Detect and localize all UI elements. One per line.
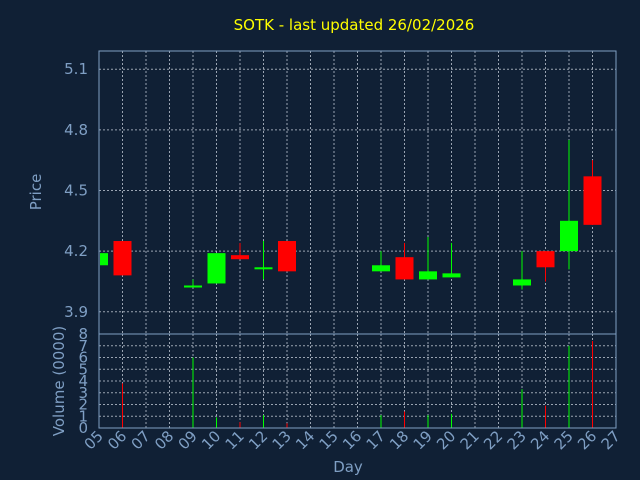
candle-body (254, 267, 273, 270)
volume-tick-label: 5 (78, 360, 88, 378)
volume-tick-label: 2 (78, 396, 88, 414)
x-tick-label: 16 (339, 427, 365, 453)
volume-tick-label: 3 (78, 384, 88, 402)
x-axis-label: Day (333, 458, 363, 476)
x-tick-label: 07 (128, 427, 154, 453)
volume-tick-label: 6 (78, 349, 88, 367)
x-tick-label: 27 (598, 427, 624, 453)
x-tick-label: 20 (433, 427, 459, 453)
x-tick-label: 19 (410, 427, 436, 453)
candle-body (536, 251, 555, 268)
x-tick-label: 12 (245, 427, 271, 453)
candle-body (278, 241, 296, 272)
chart-title: SOTK - last updated 26/02/2026 (234, 16, 475, 34)
x-tick-label: 06 (104, 427, 130, 453)
x-tick-label: 11 (222, 427, 248, 453)
x-tick-label: 15 (316, 427, 342, 453)
price-candles (98, 139, 602, 290)
candle-body (231, 255, 249, 260)
price-axis-label: Price (27, 174, 45, 211)
candle-body (560, 220, 578, 252)
x-tick-label: 24 (527, 427, 553, 453)
x-tick-label: 08 (151, 427, 177, 453)
candle-body (442, 273, 461, 278)
candle-body (113, 241, 132, 276)
x-tick-label: 14 (292, 427, 318, 453)
volume-tick-label: 7 (78, 337, 88, 355)
x-tick-label: 23 (504, 427, 530, 453)
x-tick-label: 13 (269, 427, 295, 453)
x-tick-label: 09 (175, 427, 201, 453)
price-tick-label: 4.8 (64, 121, 88, 139)
candle-body (100, 253, 108, 266)
volume-gridlines (98, 333, 617, 429)
x-tick-label: 18 (386, 427, 412, 453)
candle-body (395, 257, 414, 280)
volume-bars (98, 341, 593, 428)
volume-tick-label: 4 (78, 372, 88, 390)
volume-tick-label: 1 (78, 407, 88, 425)
candle-body (513, 279, 531, 286)
x-tick-label: 21 (457, 427, 483, 453)
price-tick-label: 3.9 (64, 303, 88, 321)
x-tick-label: 25 (551, 427, 577, 453)
x-tick-label: 10 (198, 427, 224, 453)
price-gridlines (98, 51, 617, 334)
volume-tick-label: 0 (78, 419, 88, 437)
candle-body (583, 176, 602, 225)
price-tick-label: 5.1 (64, 60, 88, 78)
price-tick-label: 4.5 (64, 181, 88, 199)
x-tick-label: 22 (480, 427, 506, 453)
candle-body (372, 265, 390, 272)
candle-body (207, 253, 226, 284)
x-tick-label: 26 (574, 427, 600, 453)
volume-panel-frame (98, 333, 617, 429)
candle-body (419, 271, 437, 280)
price-tick-label: 4.2 (64, 242, 88, 260)
x-tick-label: 17 (363, 427, 389, 453)
volume-axis-label: Volume (0000) (50, 326, 68, 436)
volume-tick-label: 8 (78, 325, 88, 343)
candle-body (184, 285, 202, 288)
